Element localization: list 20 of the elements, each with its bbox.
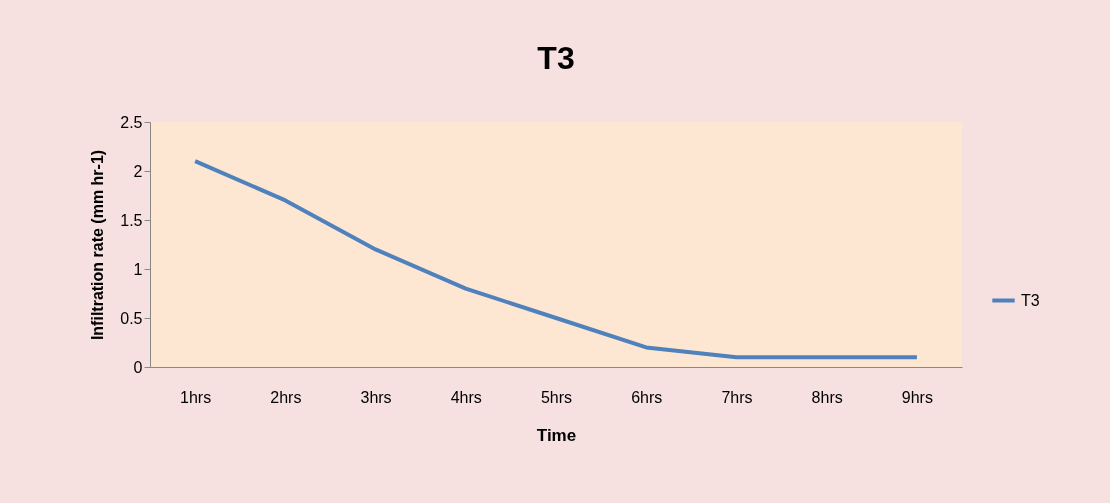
x-axis-title: Time bbox=[536, 425, 577, 445]
chart-title: T3 bbox=[537, 40, 575, 76]
y-tick-label: 2 bbox=[133, 162, 143, 180]
y-tick-label: 1 bbox=[133, 260, 143, 278]
y-tick-label: 2.5 bbox=[120, 113, 143, 131]
y-axis-title: Infiltration rate (mm hr-1) bbox=[89, 149, 107, 341]
x-tick-label: 1hrs bbox=[180, 388, 212, 406]
x-tick-label: 6hrs bbox=[631, 388, 663, 406]
y-tick-label: 0.5 bbox=[120, 309, 143, 327]
legend-label: T3 bbox=[1021, 291, 1040, 309]
x-tick-label: 2hrs bbox=[270, 388, 302, 406]
x-tick-label: 3hrs bbox=[360, 388, 392, 406]
y-tick-label: 0 bbox=[133, 358, 143, 376]
y-tick-label: 1.5 bbox=[120, 211, 143, 229]
x-tick-label: 9hrs bbox=[901, 388, 933, 406]
x-tick-label: 8hrs bbox=[811, 388, 843, 406]
line-series bbox=[193, 159, 919, 360]
x-tick-label: 5hrs bbox=[540, 388, 573, 406]
x-tick-label: 4hrs bbox=[450, 388, 482, 406]
x-tick-label: 7hrs bbox=[721, 388, 753, 406]
